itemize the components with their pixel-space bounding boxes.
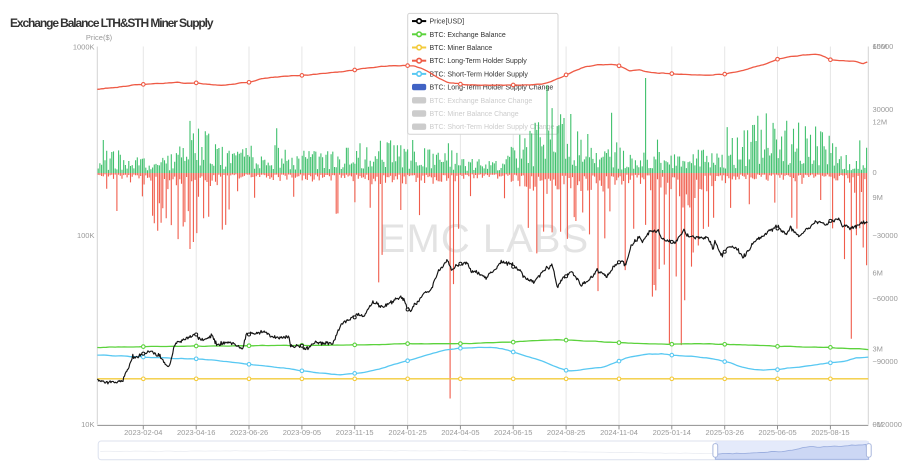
svg-text:BTC: Miner Balance: BTC: Miner Balance bbox=[430, 45, 493, 52]
svg-text:Price($): Price($) bbox=[86, 33, 113, 42]
svg-text:BTC: Short-Term Holder Supply: BTC: Short-Term Holder Supply Change bbox=[430, 124, 555, 131]
svg-text:2023-09-05: 2023-09-05 bbox=[283, 428, 321, 437]
svg-text:12M: 12M bbox=[873, 118, 888, 127]
svg-text:2024-11-04: 2024-11-04 bbox=[600, 428, 638, 437]
svg-text:6M: 6M bbox=[873, 269, 883, 278]
svg-text:2025-08-15: 2025-08-15 bbox=[811, 428, 849, 437]
svg-text:2023-06-26: 2023-06-26 bbox=[230, 428, 268, 437]
svg-text:2025-01-14: 2025-01-14 bbox=[653, 428, 691, 437]
svg-text:2024-06-15: 2024-06-15 bbox=[494, 428, 532, 437]
svg-text:3M: 3M bbox=[873, 344, 883, 353]
svg-text:2023-04-16: 2023-04-16 bbox=[177, 428, 215, 437]
svg-text:10K: 10K bbox=[81, 420, 94, 429]
svg-text:−30000: −30000 bbox=[873, 231, 898, 240]
svg-text:BTC: Exchange Balance Change: BTC: Exchange Balance Change bbox=[430, 98, 533, 105]
svg-text:15M: 15M bbox=[873, 42, 888, 51]
svg-text:BTC: Short-Term Holder Supply: BTC: Short-Term Holder Supply bbox=[430, 71, 529, 78]
svg-text:−90000: −90000 bbox=[873, 357, 898, 366]
svg-text:BTC: Long-Term Holder Supply: BTC: Long-Term Holder Supply bbox=[430, 58, 528, 65]
svg-text:BTC: Miner Balance Change: BTC: Miner Balance Change bbox=[430, 111, 519, 118]
svg-text:30000: 30000 bbox=[873, 105, 894, 114]
svg-text:2024-01-25: 2024-01-25 bbox=[388, 428, 426, 437]
svg-text:60000: 60000 bbox=[873, 42, 894, 51]
svg-text:Price[USD]: Price[USD] bbox=[430, 19, 465, 26]
svg-text:2023-11-15: 2023-11-15 bbox=[336, 428, 374, 437]
svg-text:2025-06-05: 2025-06-05 bbox=[758, 428, 796, 437]
svg-text:100K: 100K bbox=[77, 231, 95, 240]
svg-text:0M: 0M bbox=[873, 420, 883, 429]
svg-text:BTC: Exchange Balance: BTC: Exchange Balance bbox=[430, 32, 506, 39]
svg-text:2025-03-26: 2025-03-26 bbox=[706, 428, 744, 437]
svg-text:Exchange Balance LTH&STH Miner: Exchange Balance LTH&STH Miner Supply bbox=[10, 16, 214, 30]
svg-text:−60000: −60000 bbox=[873, 294, 898, 303]
svg-text:2024-04-05: 2024-04-05 bbox=[441, 428, 479, 437]
svg-text:0: 0 bbox=[873, 168, 877, 177]
svg-text:2024-08-25: 2024-08-25 bbox=[547, 428, 585, 437]
svg-text:−120000: −120000 bbox=[873, 420, 902, 429]
svg-text:1000K: 1000K bbox=[73, 42, 95, 51]
svg-text:EMC LABS: EMC LABS bbox=[379, 217, 589, 261]
svg-text:2023-02-04: 2023-02-04 bbox=[124, 428, 162, 437]
svg-text:BTC: Long-Term Holder Supply C: BTC: Long-Term Holder Supply Change bbox=[430, 85, 554, 92]
svg-text:9M: 9M bbox=[873, 193, 883, 202]
